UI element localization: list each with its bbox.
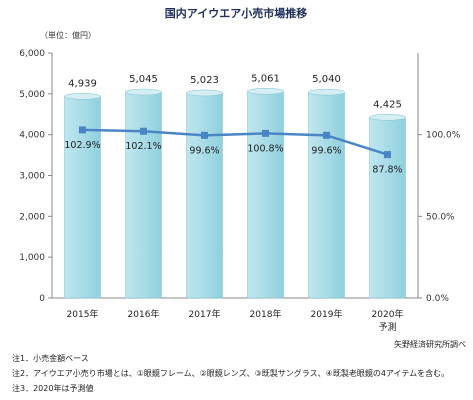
left-tick-label: 0 xyxy=(39,294,45,304)
line-point xyxy=(140,127,147,135)
note-1: 注1．小売金額ベース xyxy=(12,353,89,363)
note-3: 注3．2020年は予測値 xyxy=(12,383,93,393)
bar-value-label: 5,023 xyxy=(190,75,219,86)
bar-series xyxy=(64,88,406,299)
line-value-label: 102.9% xyxy=(64,140,100,151)
growth-line xyxy=(82,128,388,156)
bar-value-label: 4,425 xyxy=(373,99,402,110)
line-point xyxy=(384,151,391,159)
x-category-label: 2018年 xyxy=(250,308,282,320)
bar xyxy=(308,91,345,299)
line-series xyxy=(79,126,391,159)
line-value-labels: 102.9% 102.1% 99.6% 100.8% 99.6% 87.8% xyxy=(64,140,402,176)
left-tick-label: 3,000 xyxy=(19,172,45,182)
line-value-label: 87.8% xyxy=(372,165,402,176)
bar-value-label: 5,040 xyxy=(312,74,341,85)
unit-label: （単位：億円） xyxy=(40,30,96,40)
left-tick-label: 6,000 xyxy=(19,49,45,59)
chart-title: 国内アイウエア小売市場推移 xyxy=(165,6,307,20)
x-category-label: 2016年 xyxy=(128,308,160,320)
bar-value-label: 4,939 xyxy=(68,78,97,89)
left-tick-label: 1,000 xyxy=(19,253,45,263)
line-point xyxy=(201,131,208,139)
x-category-label: 2017年 xyxy=(189,308,221,320)
x-category-label: 2020年 xyxy=(372,308,404,320)
bar xyxy=(247,91,284,299)
bar-top-cap xyxy=(369,114,406,121)
plot-frame xyxy=(51,53,419,299)
left-axis: 0 1,000 2,000 3,000 4,000 5,000 6,000 xyxy=(19,49,52,304)
left-tick-label: 5,000 xyxy=(19,90,45,100)
bar-top-cap xyxy=(125,88,162,96)
line-point xyxy=(79,126,86,134)
line-point xyxy=(262,129,269,137)
line-value-label: 100.8% xyxy=(247,143,283,154)
left-tick-label: 2,000 xyxy=(19,212,45,222)
bar-top-cap xyxy=(247,88,284,95)
right-tick-label: 100.0% xyxy=(426,131,461,141)
right-axis: 0.0% 50.0% 100.0% xyxy=(418,131,461,304)
x-category-label: 2015年 xyxy=(67,308,99,320)
bar-top-cap xyxy=(308,88,345,96)
left-tick-label: 4,000 xyxy=(19,131,45,141)
x-category-sublabel: 予測 xyxy=(378,321,396,333)
bar xyxy=(186,92,223,299)
right-tick-label: 50.0% xyxy=(426,212,455,222)
bar-value-label: 5,045 xyxy=(129,74,158,85)
line-point xyxy=(323,131,330,139)
x-category-label: 2019年 xyxy=(311,308,343,320)
bar-top-cap xyxy=(186,89,223,97)
bar xyxy=(125,91,162,299)
bar xyxy=(369,117,406,299)
right-tick-label: 0.0% xyxy=(426,294,449,304)
line-value-label: 102.1% xyxy=(125,141,161,152)
line-value-label: 99.6% xyxy=(311,145,341,156)
bar-value-label: 5,061 xyxy=(251,73,280,84)
note-2: 注2．アイウエア小売り市場とは、①眼鏡フレーム、②眼鏡レンズ、③既製サングラス、… xyxy=(12,368,449,378)
bar-value-labels: 4,939 5,045 5,023 5,061 5,040 4,425 xyxy=(68,73,402,110)
bar-top-cap xyxy=(64,93,101,100)
source-note: 矢野経済研究所調べ xyxy=(394,339,466,349)
line-value-label: 99.6% xyxy=(189,145,219,156)
